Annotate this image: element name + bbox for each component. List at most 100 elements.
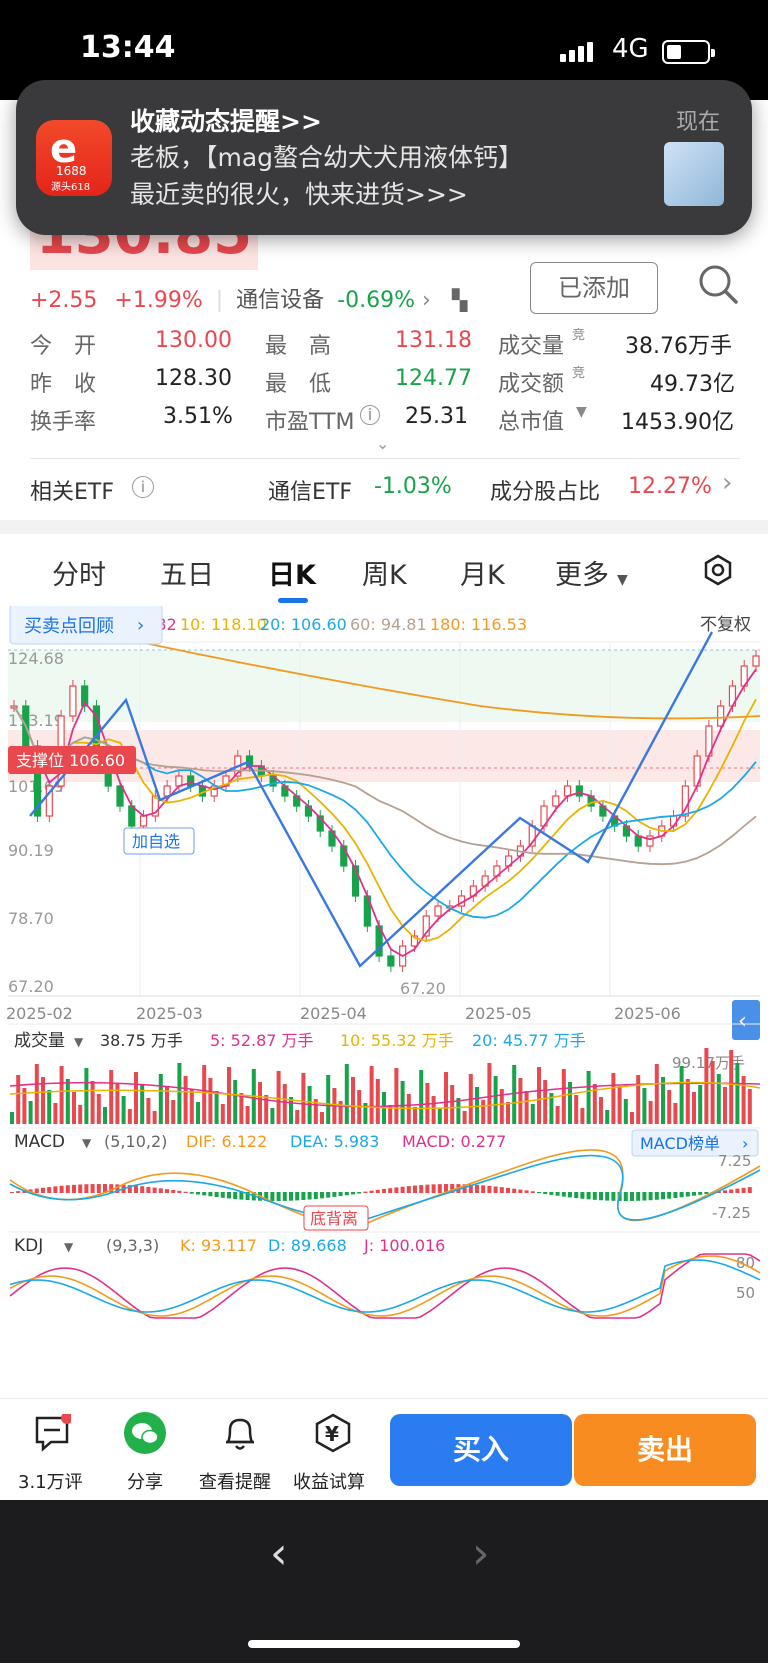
- home-indicator[interactable]: [248, 1640, 520, 1648]
- candle-body: [163, 785, 171, 797]
- volume-bar: [295, 1110, 300, 1124]
- macd-bar: [692, 1192, 696, 1196]
- volume-panel-label[interactable]: 成交量: [14, 1031, 65, 1051]
- settings-icon[interactable]: [702, 554, 734, 586]
- added-watchlist-button[interactable]: 已添加: [530, 262, 658, 314]
- search-icon[interactable]: [696, 262, 740, 306]
- chevron-left-icon: ‹: [738, 1009, 747, 1034]
- share-label[interactable]: 分享: [127, 1472, 163, 1493]
- macd-bar: [648, 1192, 653, 1201]
- x-tick-label: 2025-03: [136, 1004, 203, 1023]
- volume-bar: [78, 1105, 83, 1124]
- tab-intraday[interactable]: 分时: [52, 560, 106, 591]
- volume-bar: [115, 1083, 120, 1124]
- open-value: 130.00: [155, 328, 232, 353]
- price-change: +2.55: [30, 288, 98, 313]
- wechat-icon[interactable]: [124, 1412, 166, 1454]
- battery-icon: [662, 40, 715, 64]
- volume-bar: [84, 1068, 89, 1124]
- macd-bar: [568, 1192, 572, 1198]
- add-watchlist-tag[interactable]: 加自选: [123, 827, 195, 855]
- macd-bar: [673, 1192, 678, 1199]
- kdj-label[interactable]: KDJ: [14, 1236, 43, 1256]
- tab-more[interactable]: 更多 ▼: [555, 553, 628, 592]
- forward-arrow-icon[interactable]: ›: [472, 1528, 490, 1579]
- change-row: +2.55 +1.99% | 通信设备 -0.69% › ▚: [30, 288, 468, 313]
- high-value: 131.18: [395, 328, 472, 353]
- macd-rank-button[interactable]: MACD榜单 ›: [631, 1129, 759, 1157]
- yen-calculator-icon[interactable]: ¥: [312, 1412, 354, 1454]
- y-tick-label: 67.20: [8, 977, 54, 996]
- comments-label[interactable]: 3.1万评: [18, 1472, 83, 1493]
- macd-bar: [227, 1192, 231, 1199]
- alerts-label[interactable]: 查看提醒: [199, 1472, 271, 1493]
- macd-bar: [506, 1187, 510, 1193]
- notification-banner[interactable]: e 1688 源头618 收藏动态提醒>> 老板，【mag螯合幼犬犬用液体钙】 …: [16, 80, 752, 235]
- info-icon[interactable]: i: [360, 405, 380, 425]
- expand-chevron-icon[interactable]: ⌄: [376, 434, 390, 453]
- macd-bar: [103, 1184, 107, 1193]
- volume-bar: [28, 1101, 33, 1124]
- trade-review-button[interactable]: 买卖点回顾 ›: [9, 606, 163, 645]
- candle-body: [69, 685, 77, 717]
- volume-bar: [59, 1066, 64, 1124]
- dropdown-icon[interactable]: ▼: [576, 404, 587, 420]
- collapse-panel-button[interactable]: [732, 1000, 760, 1040]
- candle-body: [410, 935, 419, 947]
- macd-bar: [53, 1186, 58, 1193]
- volume-bar: [605, 1110, 610, 1124]
- tab-weekly-k[interactable]: 周K: [362, 560, 407, 591]
- volume-bar: [506, 1102, 510, 1124]
- amount-label: 成交额: [498, 372, 565, 397]
- volume-bar: [710, 1061, 715, 1124]
- macd-bar: [580, 1192, 585, 1199]
- macd-bar: [78, 1184, 83, 1193]
- macd-bar: [245, 1192, 250, 1201]
- macd-bar: [10, 1192, 14, 1193]
- info-icon[interactable]: i: [132, 476, 154, 498]
- volume-bar: [692, 1092, 696, 1124]
- macd-bar: [661, 1192, 665, 1200]
- macd-bar: [636, 1192, 641, 1201]
- market-cap-label: 总市值: [498, 410, 565, 435]
- candle-body: [316, 815, 324, 832]
- macd-bar: [654, 1192, 659, 1200]
- bell-icon[interactable]: [220, 1412, 260, 1454]
- sell-button[interactable]: 卖出: [574, 1414, 756, 1486]
- volume-bar: [22, 1088, 27, 1124]
- macd-label[interactable]: MACD: [14, 1132, 65, 1152]
- buy-button[interactable]: 买入: [390, 1414, 572, 1486]
- candle-body: [434, 905, 442, 917]
- back-arrow-icon[interactable]: ‹: [270, 1528, 288, 1579]
- tab-daily-k[interactable]: 日K: [268, 560, 316, 591]
- comment-icon[interactable]: [33, 1414, 71, 1454]
- grid-icon[interactable]: ▚: [451, 288, 468, 312]
- volume-bar: [127, 1109, 132, 1124]
- ma-line: [13, 668, 757, 958]
- tab-five-day[interactable]: 五日: [160, 560, 214, 591]
- macd-bar: [320, 1192, 324, 1199]
- macd-bar: [716, 1191, 721, 1193]
- volume-bar: [369, 1066, 374, 1124]
- macd-bar: [605, 1192, 610, 1201]
- macd-bar: [561, 1192, 566, 1197]
- macd-bar: [586, 1192, 591, 1200]
- volume-bar: [611, 1073, 616, 1124]
- macd-bar: [47, 1187, 52, 1193]
- candle-body: [340, 845, 348, 867]
- candle-body: [646, 835, 654, 847]
- macd-bar: [363, 1191, 368, 1193]
- volume-bar: [419, 1070, 424, 1124]
- macd-bar: [115, 1184, 120, 1193]
- svg-text:¥: ¥: [325, 1422, 339, 1446]
- kdj-d: D: 89.668: [268, 1236, 347, 1255]
- volume-bar: [729, 1050, 734, 1124]
- volume-bar: [239, 1093, 244, 1124]
- tab-monthly-k[interactable]: 月K: [460, 560, 505, 591]
- sector-link[interactable]: 通信设备: [236, 288, 325, 313]
- profit-calc-label[interactable]: 收益试算: [293, 1472, 365, 1493]
- adjust-label[interactable]: 不复权: [700, 615, 751, 635]
- volume-bar: [289, 1097, 293, 1124]
